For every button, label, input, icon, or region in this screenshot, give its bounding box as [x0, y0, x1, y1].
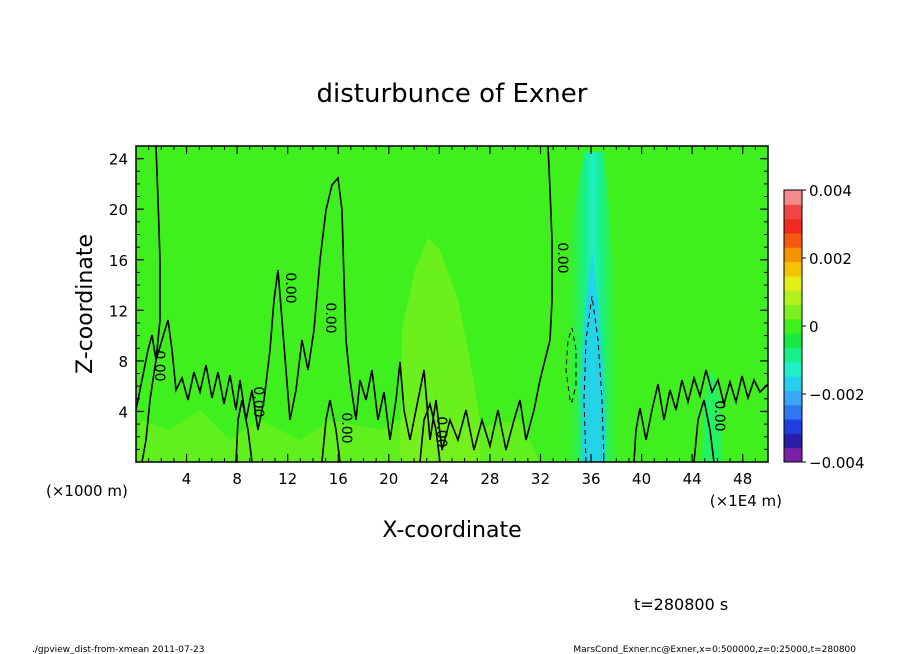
x-tick-label: 32	[531, 470, 550, 488]
colorbar-tick-label: 0.002	[809, 250, 852, 268]
y-tick-label: 24	[109, 151, 128, 169]
colorbar-segment	[784, 275, 802, 291]
colorbar-segment	[784, 404, 802, 420]
x-tick-label: 24	[430, 470, 449, 488]
colorbar-segment	[784, 232, 802, 248]
x-tick-label: 12	[278, 470, 297, 488]
contour-label: 0.00	[151, 350, 167, 381]
x-tick-label: 20	[379, 470, 398, 488]
colorbar-segment	[784, 347, 802, 363]
x-axis: 4 8 12 16 20 24 28 32 36 40 44 48	[148, 146, 756, 488]
contour-label: 0.00	[322, 302, 338, 333]
contour-right-wiggle	[633, 369, 768, 462]
contour-label-group: 0.00 0.00 0.00 0.00 0.00 0.00 0.00 0.00	[151, 242, 727, 447]
y-tick-label: 20	[109, 201, 128, 219]
contour-left-edge	[141, 146, 161, 462]
y-tick-label: 12	[109, 302, 128, 320]
colorbar-segment	[784, 419, 802, 434]
colorbar-segment	[784, 447, 802, 463]
x-unit-right: (×1E4 m)	[710, 492, 782, 510]
plot-area: 0.00 0.00 0.00 0.00 0.00 0.00 0.00 0.00	[136, 146, 768, 462]
x-unit-left: (×1000 m)	[46, 482, 128, 500]
x-tick-label: 28	[480, 470, 499, 488]
colorbar-ticks: 0.004 0.002 0 −0.002 −0.004	[802, 182, 865, 472]
y-axis-label: Z-coordinate	[73, 234, 98, 374]
y-axis: 4 8 12 16 20 24	[109, 151, 768, 450]
colorbar-segment	[784, 333, 802, 348]
negative-contours	[565, 295, 605, 462]
y-tick-label: 4	[118, 403, 128, 421]
contour-label: 0.00	[250, 386, 266, 417]
x-tick-label: 16	[329, 470, 348, 488]
y-tick-label: 8	[118, 353, 128, 371]
x-tick-label: 4	[182, 470, 192, 488]
x-tick-label: 8	[232, 470, 242, 488]
zero-contours	[136, 146, 768, 462]
colorbar-segment	[784, 290, 802, 306]
colorbar-segment	[784, 318, 802, 334]
contour-label: 0.00	[711, 400, 727, 431]
footer-left: ./gpview_dist-from-xmean 2011-07-23	[32, 645, 204, 654]
y-tick-label: 16	[109, 252, 128, 270]
footer-right: MarsCond_Exner.nc@Exner,x=0:500000,z=0:2…	[573, 645, 856, 654]
x-axis-label: X-coordinate	[382, 518, 521, 543]
negative-anomaly-side	[702, 370, 722, 462]
contour-label: 0.00	[433, 416, 449, 447]
contour-loop-a	[235, 399, 253, 462]
contour-label: 0.00	[282, 272, 298, 303]
positive-patch	[400, 238, 480, 462]
colorbar-tick-label: 0.004	[809, 182, 852, 200]
colorbar-tick-label: −0.004	[809, 454, 865, 472]
colorbar-segment	[784, 376, 802, 391]
colorbar-segment	[784, 218, 802, 234]
colorbar-segment	[784, 204, 802, 220]
colorbar-segment	[784, 433, 802, 449]
colorbar-tick-label: −0.002	[809, 386, 865, 404]
x-tick-label: 40	[632, 470, 651, 488]
colorbar-segment	[784, 361, 802, 377]
contour-label: 0.00	[554, 242, 570, 273]
chart-title: disturbunce of Exner	[317, 79, 588, 109]
dashed-contour-core	[583, 295, 605, 462]
colorbar-segment	[784, 261, 802, 277]
x-tick-label: 36	[581, 470, 600, 488]
time-annotation: t=280800 s	[634, 595, 728, 614]
colorbar	[783, 189, 803, 463]
x-tick-label: 48	[733, 470, 752, 488]
x-tick-label: 44	[683, 470, 702, 488]
dashed-contour-left	[565, 327, 577, 403]
contour-loop-d	[693, 399, 715, 462]
contour-ground-wiggle	[136, 146, 553, 451]
colorbar-segment	[784, 390, 802, 406]
contour-label: 0.00	[338, 412, 354, 443]
colorbar-segment	[784, 190, 802, 205]
colorbar-segment	[784, 247, 802, 263]
negative-anomaly-core	[580, 252, 606, 462]
colorbar-tick-label: 0	[809, 318, 819, 336]
contour-loop-c	[419, 401, 441, 462]
contour-loop-b	[321, 399, 341, 462]
colorbar-segment	[784, 304, 802, 320]
